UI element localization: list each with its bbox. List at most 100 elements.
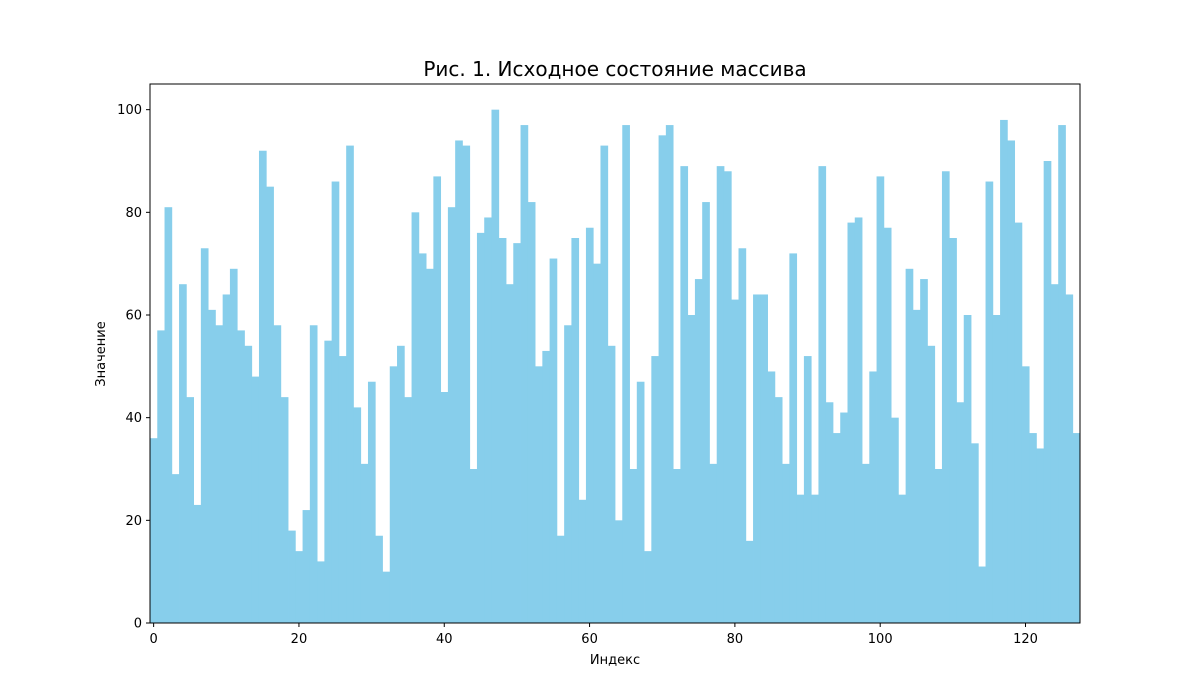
bar-46 — [484, 217, 492, 623]
bar-69 — [651, 356, 659, 623]
bar-76 — [702, 202, 710, 623]
bar-1 — [157, 330, 165, 623]
y-tick-label-60: 60 — [125, 309, 142, 324]
bar-62 — [600, 145, 609, 623]
x-tick-label-40: 40 — [436, 632, 453, 647]
bar-73 — [680, 166, 689, 623]
bar-111 — [956, 402, 965, 623]
bar-22 — [309, 325, 318, 623]
bar-115 — [985, 181, 994, 623]
bar-13 — [244, 345, 253, 623]
bar-98 — [862, 463, 870, 623]
bar-27 — [346, 145, 354, 623]
chart-title: Рис. 1. Исходное состояние массива — [423, 57, 806, 81]
bar-103 — [898, 494, 907, 623]
bar-57 — [564, 325, 572, 623]
bar-15 — [258, 150, 267, 624]
bar-84 — [760, 294, 768, 623]
y-tick-label-100: 100 — [117, 103, 142, 118]
bar-120 — [1021, 366, 1030, 623]
bar-41 — [447, 207, 456, 623]
bar-113 — [971, 443, 979, 623]
bar-112 — [963, 315, 972, 623]
bar-127 — [1072, 433, 1081, 623]
bar-81 — [738, 248, 747, 623]
x-axis-label: Индекс — [590, 653, 640, 668]
bar-61 — [593, 263, 601, 623]
bar-119 — [1014, 222, 1023, 623]
bar-28 — [353, 407, 362, 623]
bar-70 — [658, 135, 667, 623]
bar-116 — [992, 315, 1001, 623]
bar-17 — [273, 325, 282, 623]
bar-65 — [622, 125, 630, 623]
bar-9 — [215, 325, 224, 623]
bar-36 — [411, 212, 420, 623]
bar-91 — [811, 494, 819, 623]
bar-60 — [585, 227, 594, 624]
x-tick-label-80: 80 — [727, 632, 744, 647]
bar-58 — [571, 238, 580, 623]
bar-94 — [832, 433, 841, 623]
bars-group — [150, 109, 1081, 624]
y-tick-label-20: 20 — [125, 514, 142, 529]
bar-2 — [164, 207, 173, 623]
bar-47 — [491, 109, 500, 624]
bar-85 — [767, 371, 776, 623]
x-tick-label-0: 0 — [149, 632, 157, 647]
bar-124 — [1050, 284, 1059, 623]
bar-86 — [774, 397, 783, 623]
x-tick-label-100: 100 — [868, 632, 893, 647]
bar-26 — [338, 356, 347, 623]
bar-6 — [193, 504, 202, 623]
bar-35 — [404, 397, 412, 623]
bar-16 — [266, 186, 274, 624]
bar-100 — [876, 176, 885, 623]
x-axis-ticks: 0 20 40 60 80 100 120 — [149, 623, 1038, 647]
bar-102 — [891, 417, 899, 623]
bar-68 — [644, 551, 652, 623]
bar-118 — [1007, 140, 1016, 623]
bar-30 — [367, 381, 376, 623]
bar-52 — [527, 202, 536, 623]
bar-108 — [934, 469, 943, 623]
bar-19 — [288, 530, 296, 623]
bar-10 — [222, 294, 231, 623]
bar-38 — [426, 268, 434, 623]
y-tick-label-40: 40 — [125, 411, 142, 426]
bar-87 — [782, 463, 790, 623]
bar-125 — [1058, 125, 1066, 623]
bar-24 — [324, 340, 333, 623]
bar-82 — [745, 540, 754, 623]
bar-53 — [535, 366, 543, 623]
bar-45 — [476, 232, 485, 623]
bar-18 — [280, 397, 289, 623]
bar-114 — [978, 566, 986, 623]
bar-43 — [462, 145, 471, 623]
bar-25 — [331, 181, 340, 623]
x-tick-label-60: 60 — [581, 632, 598, 647]
bar-21 — [302, 510, 311, 623]
bar-105 — [912, 309, 921, 623]
bar-90 — [803, 356, 812, 623]
bar-93 — [825, 402, 834, 623]
bar-97 — [854, 217, 863, 623]
bar-20 — [295, 551, 303, 623]
bar-39 — [433, 176, 442, 623]
bar-56 — [556, 535, 565, 623]
bar-50 — [513, 243, 521, 623]
bar-80 — [731, 299, 739, 623]
bar-117 — [1000, 119, 1008, 624]
bar-79 — [723, 171, 732, 623]
bar-8 — [208, 309, 216, 623]
bar-63 — [607, 345, 616, 623]
bar-37 — [418, 253, 427, 623]
bar-95 — [840, 412, 848, 623]
bar-99 — [869, 371, 877, 623]
bar-11 — [229, 268, 238, 623]
bar-101 — [883, 227, 892, 624]
bar-83 — [753, 294, 761, 623]
bar-32 — [382, 571, 391, 623]
bar-12 — [237, 330, 245, 623]
